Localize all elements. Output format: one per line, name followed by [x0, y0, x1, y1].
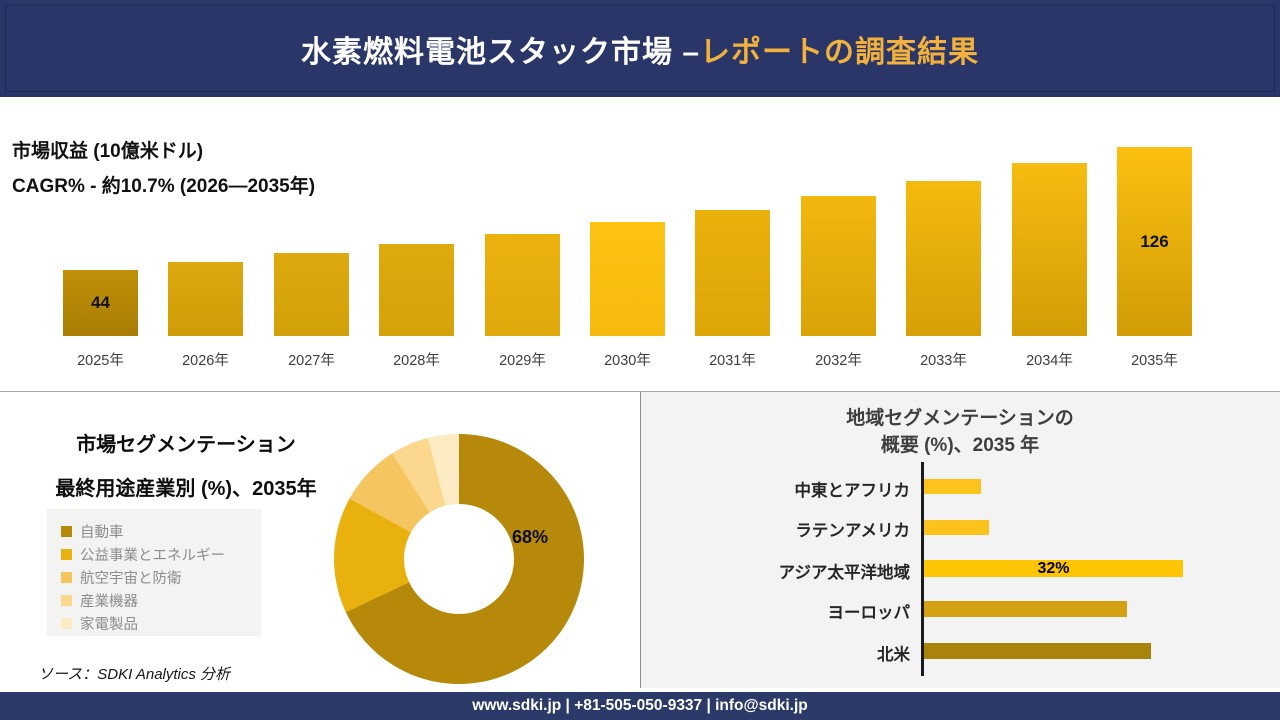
revenue-bar-2026年 [168, 262, 243, 336]
donut-center-label: 68% [512, 527, 549, 547]
donut-hole [404, 504, 514, 614]
legend-label: 公益事業とエネルギー [80, 547, 225, 564]
legend-swatch-icon [61, 594, 72, 606]
revenue-bar-2034年 [1012, 163, 1087, 336]
x-axis-label: 2030年 [604, 353, 651, 369]
x-axis-label: 2025年 [77, 353, 124, 369]
revenue-bar-2029年 [485, 234, 560, 336]
legend-label: 家電製品 [80, 616, 138, 633]
revenue-bar-2030年 [590, 222, 665, 336]
regional-title-line1: 地域セグメンテーションの [846, 408, 1074, 429]
legend-swatch-icon [61, 617, 72, 629]
legend-label: 自動車 [80, 524, 124, 541]
y-axis-line [921, 462, 924, 676]
regional-title-line2: 概要 (%)、2035 年 [880, 435, 1040, 456]
x-axis-label: 2029年 [499, 353, 546, 369]
header-banner: 水素燃料電池スタック市場 – レポートの調査結果 [0, 0, 1280, 97]
page-title-main: 水素燃料電池スタック市場 – [300, 35, 701, 69]
revenue-chart-title: 市場収益 (10億米ドル) [12, 141, 204, 162]
x-axis-label: 2026年 [182, 353, 229, 369]
regional-category-label: 中東とアフリカ [794, 481, 911, 500]
segmentation-title: 市場セグメンテーション [76, 434, 296, 456]
regional-panel [640, 392, 1280, 688]
cagr-label: CAGR% - 約10.7% (2026―2035年) [12, 176, 316, 197]
source-note: ソース：SDKI Analytics 分析 [38, 666, 231, 683]
x-axis-label: 2032年 [815, 353, 862, 369]
legend-swatch-icon [61, 571, 72, 583]
regional-value-label: 32% [1037, 559, 1070, 577]
legend-item: 家電製品 [61, 612, 261, 634]
regional-bar-ラテンアメリカ [924, 519, 989, 535]
regional-category-label: 北米 [877, 646, 910, 664]
bar-value-label: 44 [91, 293, 110, 312]
x-axis-label: 2035年 [1131, 353, 1178, 369]
revenue-bar-2025年: 44 [63, 270, 138, 336]
legend-item: 公益事業とエネルギー [61, 543, 261, 565]
legend-box: 自動車公益事業とエネルギー 航空宇宙と防衛 産業機器家電製品 [47, 509, 261, 636]
x-axis-label: 2033年 [920, 353, 967, 369]
footer-bar: www.sdki.jp | +81-505-050-9337 | info@sd… [0, 692, 1280, 720]
page-title-accent: レポートの調査結果 [700, 35, 980, 69]
x-axis-label: 2028年 [393, 353, 440, 369]
legend-label: 産業機器 [80, 593, 138, 610]
regional-category-label: アジア太平洋地域 [778, 563, 910, 582]
legend-swatch-icon [61, 525, 72, 537]
section-divider [0, 391, 1280, 392]
regional-bar-アジア太平洋地域: 32% [924, 560, 1183, 577]
regional-category-label: ヨーロッパ [827, 604, 911, 622]
revenue-bar-2035年: 126 [1117, 147, 1192, 336]
revenue-bar-2027年 [274, 253, 349, 336]
revenue-bar-2033年 [906, 181, 981, 336]
legend-item: 航空宇宙と防衛 [61, 566, 261, 588]
legend-swatch-icon [61, 548, 72, 560]
bar-value-label: 126 [1140, 231, 1169, 251]
revenue-bar-2031年 [695, 210, 770, 336]
legend-item: 自動車 [61, 520, 261, 542]
page-title: 水素燃料電池スタック市場 – レポートの調査結果 [0, 0, 1280, 97]
regional-bar-ヨーロッパ [924, 601, 1127, 617]
segmentation-subtitle: 最終用途産業別 (%)、2035年 [55, 478, 317, 500]
regional-bar-中東とアフリカ [924, 479, 981, 494]
regional-category-label: ラテンアメリカ [795, 522, 910, 540]
footer-text: www.sdki.jp | +81-505-050-9337 | info@sd… [472, 697, 808, 714]
donut-chart [334, 434, 584, 684]
legend-item: 産業機器 [61, 589, 261, 611]
x-axis-label: 2027年 [288, 353, 335, 369]
revenue-bar-2032年 [801, 196, 876, 336]
legend-label: 航空宇宙と防衛 [80, 570, 182, 587]
x-axis-label: 2031年 [709, 353, 756, 369]
x-axis-label: 2034年 [1026, 353, 1073, 369]
regional-bar-北米 [924, 643, 1151, 659]
revenue-bar-2028年 [379, 244, 454, 336]
